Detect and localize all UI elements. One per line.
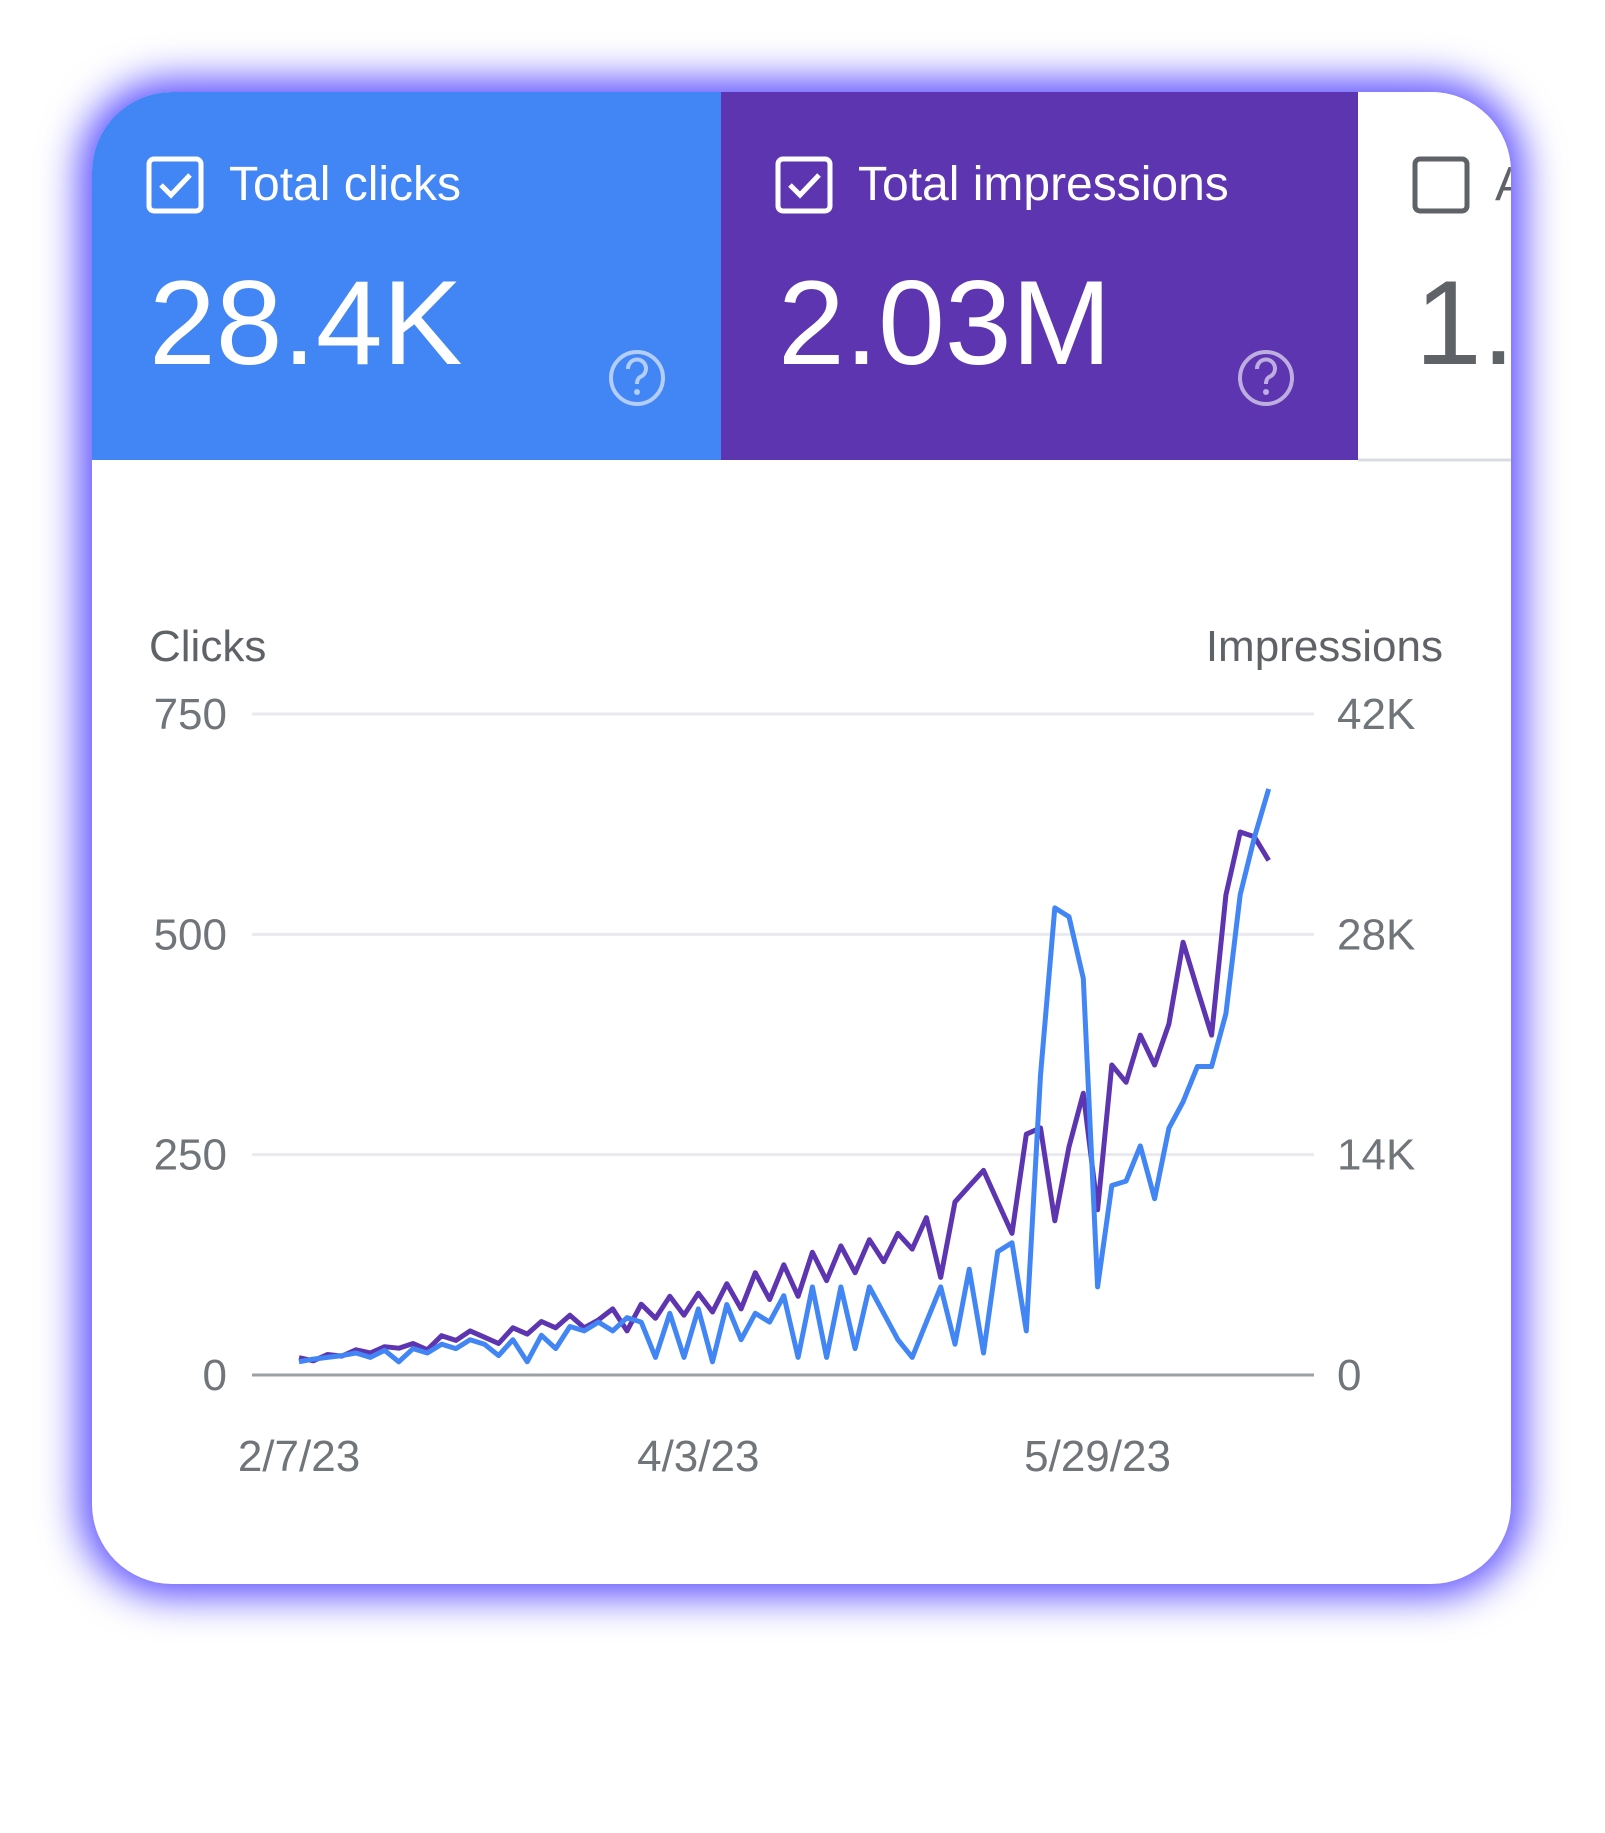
y-tick-label: 0 [203,1351,227,1400]
series-line [298,788,1272,1365]
x-tick-label: 4/3/23 [637,1432,759,1481]
y-tick-label: 750 [154,690,227,739]
checkbox[interactable] [775,156,833,214]
metric-label: A [1495,158,1527,211]
y2-axis-title: Impressions [1206,622,1443,671]
metric-value: 28.4K [149,256,463,390]
help-icon-dot [634,389,640,395]
y2-tick-label: 28K [1337,910,1415,959]
checkmark [788,173,821,199]
y-tick-label: 250 [154,1131,227,1180]
y2-tick-label: 0 [1337,1351,1361,1400]
y2-tick-label: 14K [1337,1131,1415,1180]
y-tick-label: 500 [154,910,227,959]
checkbox[interactable] [146,156,204,214]
metric-value: 1. [1415,256,1515,390]
metric-tile[interactable] [92,92,721,460]
checkmark [159,173,192,199]
help-icon[interactable] [609,350,665,406]
help-icon-dot [1263,389,1269,395]
series-line [298,829,1271,1364]
help-icon-mark [1255,357,1277,385]
help-icon-mark [626,357,648,385]
metric-label: Total clicks [229,158,461,211]
metric-tile[interactable] [1358,92,1558,460]
help-icon[interactable] [1238,350,1294,406]
metric-value: 2.03M [778,256,1112,390]
y-axis-title: Clicks [149,622,266,671]
y2-tick-label: 42K [1337,690,1415,739]
metric-label: Total impressions [858,158,1229,211]
x-tick-label: 2/7/23 [238,1432,360,1481]
x-tick-label: 5/29/23 [1024,1432,1171,1481]
checkbox[interactable] [1412,156,1470,214]
